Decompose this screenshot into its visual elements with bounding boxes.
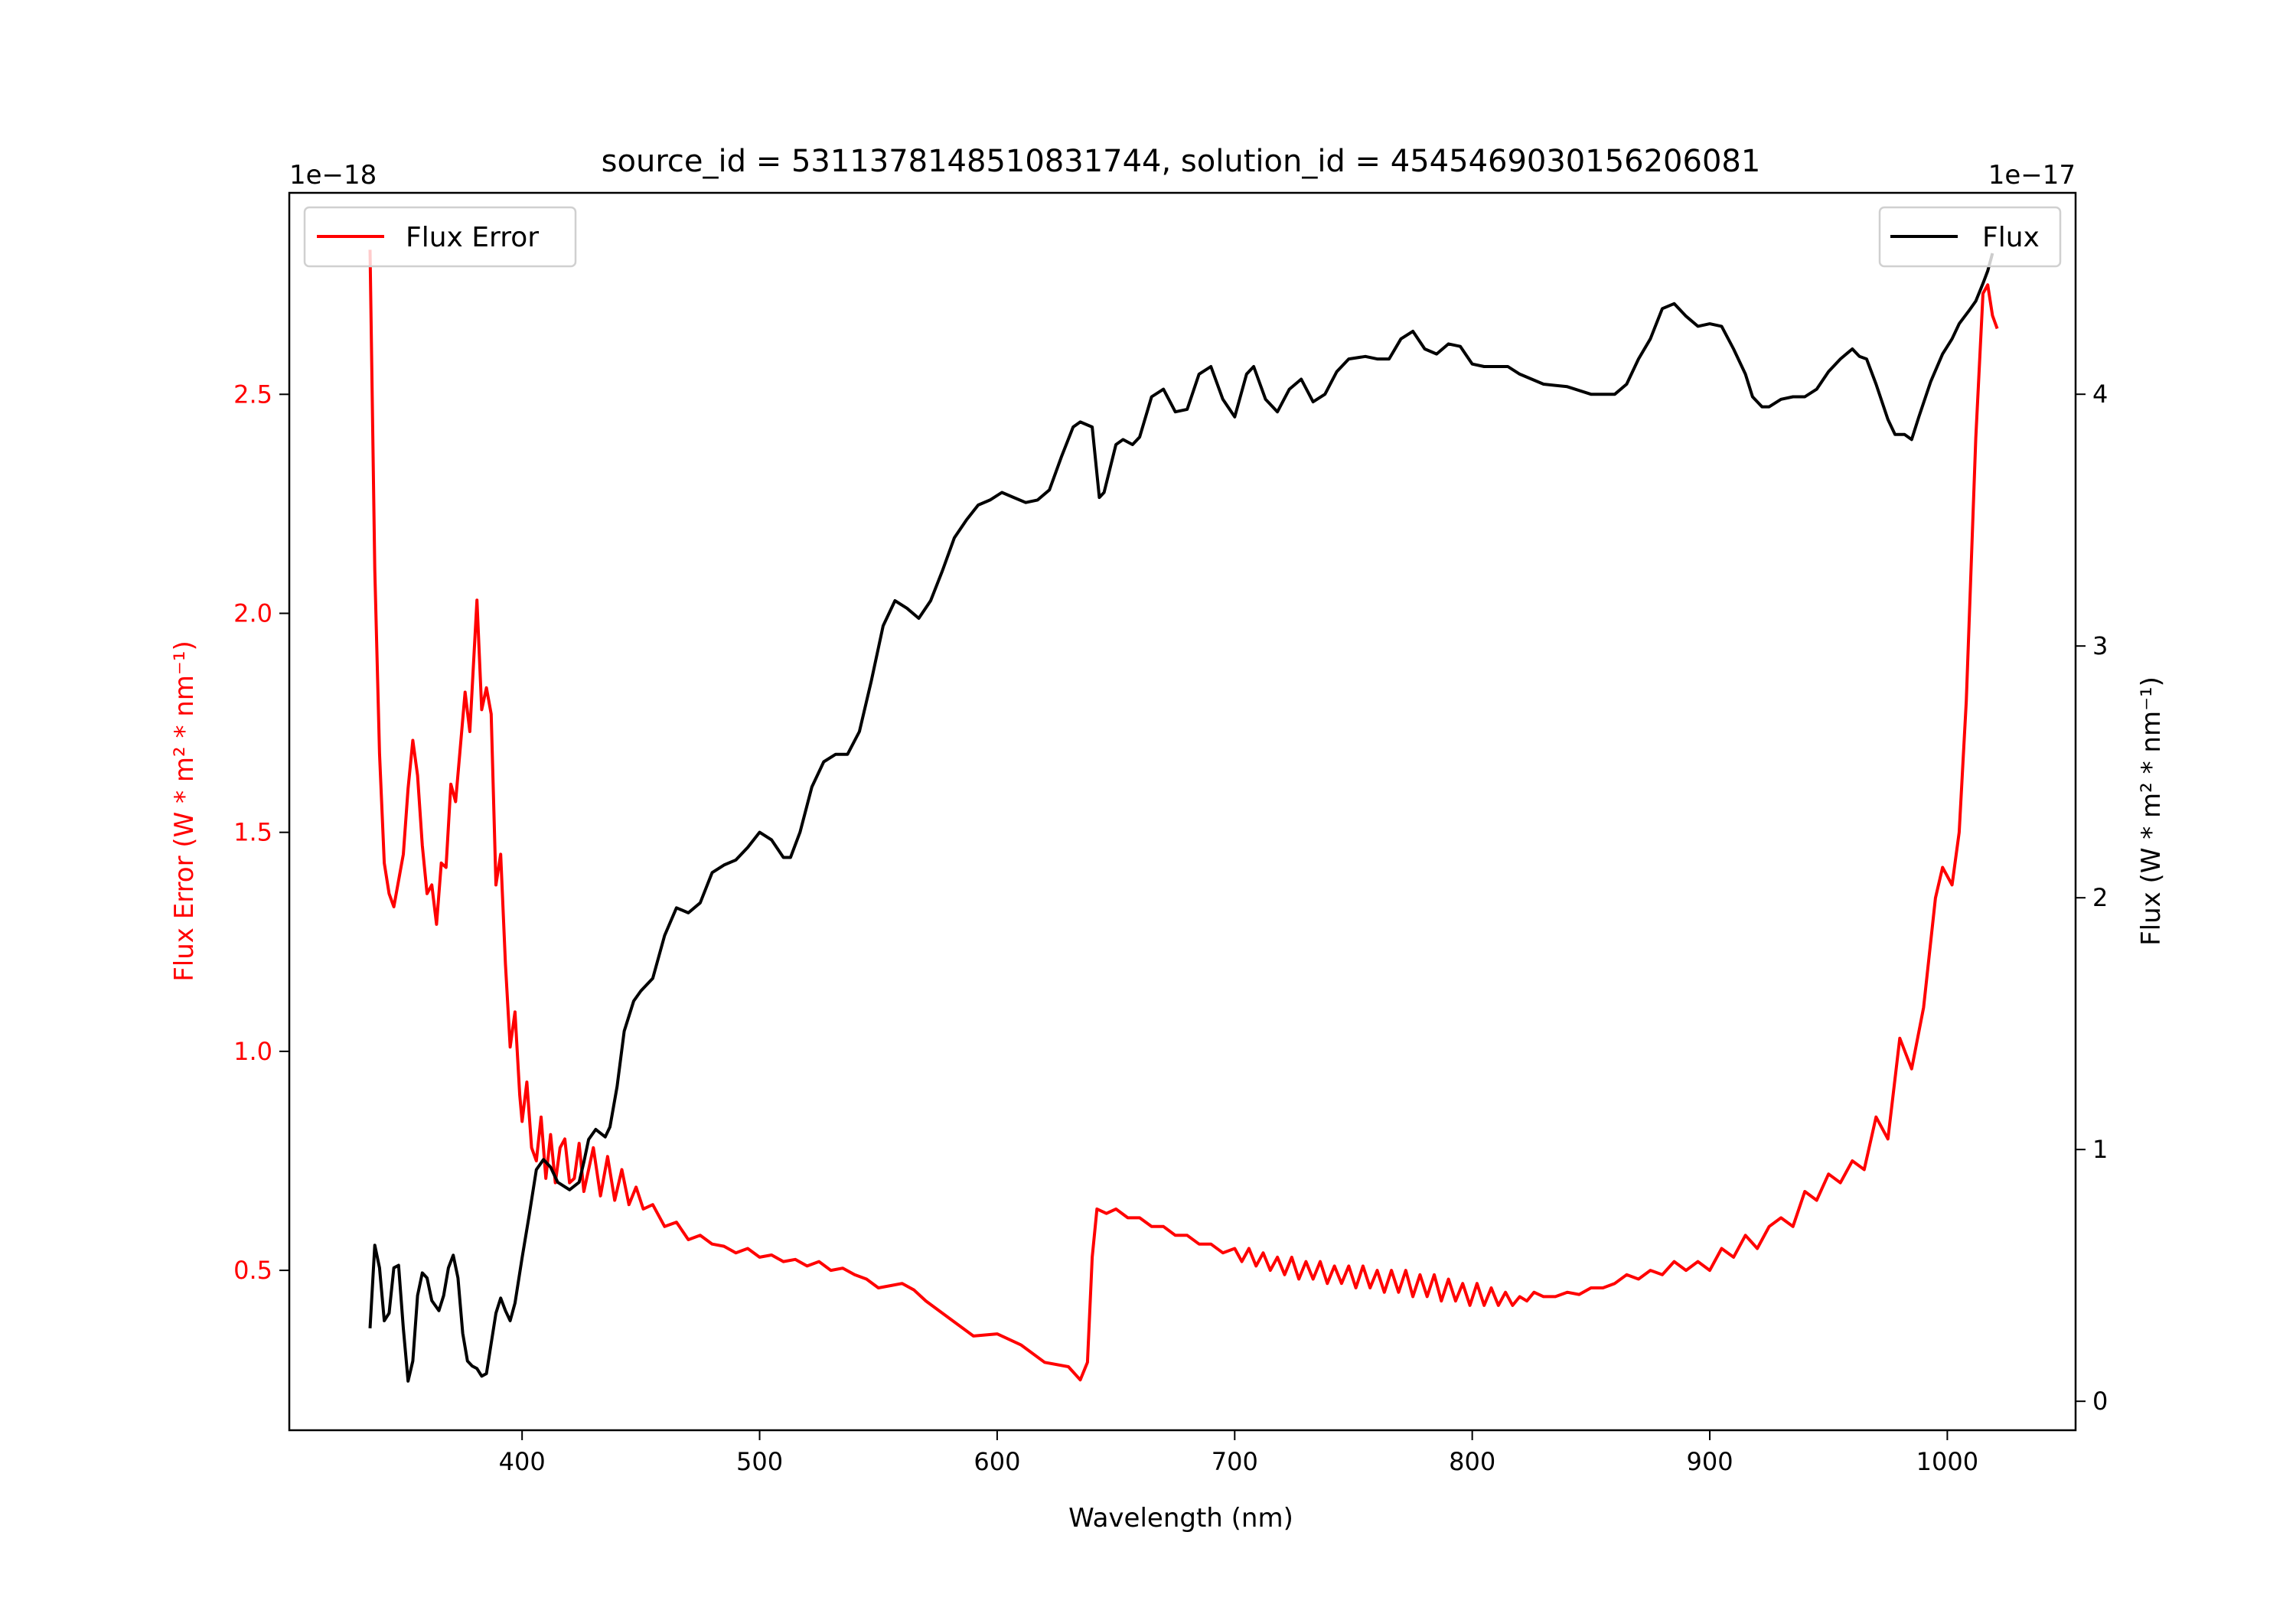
x-axis-label: Wavelength (nm): [1068, 1503, 1293, 1534]
left-tick-label: 0.5: [233, 1256, 272, 1285]
left-axis-label: Flux Error (W * m² * nm⁻¹): [169, 641, 200, 982]
right-tick-label: 1: [2092, 1135, 2108, 1164]
legend-label-flux-error: Flux Error: [406, 222, 539, 253]
chart-title: source_id = 5311378148510831744, solutio…: [602, 144, 1761, 179]
x-tick-label: 1000: [1916, 1447, 1978, 1476]
left-axis-ticks: 0.5 1.0 1.5 2.0 2.5: [233, 380, 289, 1285]
right-axis-ticks: 0 1 2 3 4: [2076, 380, 2108, 1416]
left-tick-label: 1.5: [233, 818, 272, 847]
series-line-flux: [368, 253, 1994, 1383]
left-tick-label: 2.5: [233, 380, 272, 409]
x-tick-label: 600: [974, 1447, 1020, 1476]
right-tick-label: 0: [2092, 1387, 2108, 1416]
legend-box: [1878, 206, 2062, 268]
axes-frame: [288, 191, 2077, 1432]
right-tick-label: 4: [2092, 380, 2108, 409]
left-axis-offset-label: 1e−18: [289, 160, 377, 191]
x-tick-label: 900: [1686, 1447, 1733, 1476]
x-tick-label: 700: [1212, 1447, 1258, 1476]
legend-label-flux: Flux: [1982, 222, 2040, 253]
right-axis-offset-label: 1e−17: [1988, 160, 2076, 191]
plot-area: [368, 249, 1999, 1383]
legend-flux: Flux: [1878, 206, 2062, 268]
x-axis-ticks: 400 500 600 700 800 900 1000: [499, 1430, 1978, 1476]
legend-flux-error: Flux Error: [303, 206, 577, 268]
left-tick-label: 2.0: [233, 598, 272, 627]
x-tick-label: 400: [499, 1447, 546, 1476]
x-tick-label: 800: [1449, 1447, 1495, 1476]
right-tick-label: 2: [2092, 883, 2108, 912]
series-line-flux-error: [368, 249, 1999, 1382]
legend-box: [303, 206, 577, 268]
left-tick-label: 1.0: [233, 1037, 272, 1066]
right-axis-label: Flux (W * m² * nm⁻¹): [2136, 676, 2167, 946]
x-tick-label: 500: [736, 1447, 783, 1476]
right-tick-label: 3: [2092, 631, 2108, 660]
